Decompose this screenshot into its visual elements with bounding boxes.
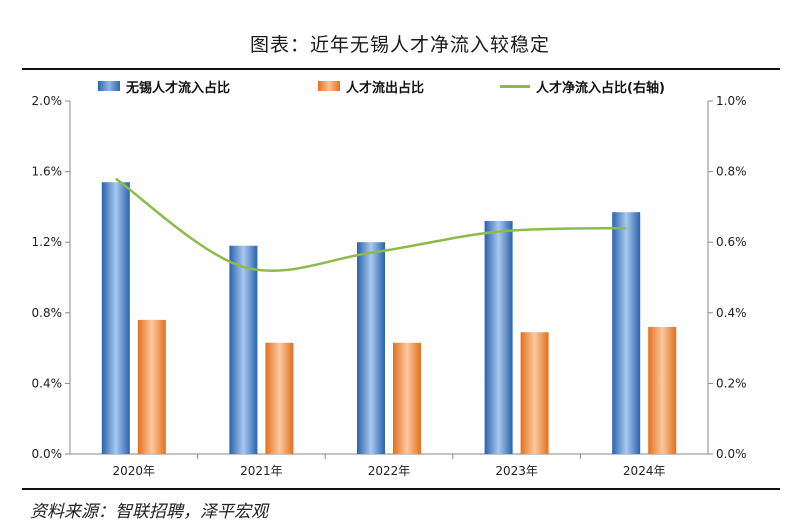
bar-inflow [101,182,130,454]
legend-inflow-swatch [98,81,120,91]
right-tick-label: 1.0% [716,94,747,108]
legend-inflow: 无锡人才流入占比 [98,75,230,97]
bar-outflow [648,326,677,454]
legend-net-label: 人才净流入占比(右轴) [536,80,665,96]
left-tick-label: 0.4% [32,376,63,390]
bar-inflow [357,242,385,454]
net-inflow-line [115,177,627,272]
bar-inflow [484,221,513,454]
bar-outflow [520,332,549,454]
axes [65,100,713,459]
bar-outflow [393,342,421,454]
x-tick-label: 2024年 [623,464,666,478]
legend-inflow-label: 无锡人才流入占比 [126,80,231,96]
right-tick-label: 0.2% [716,376,747,390]
legend-outflow: 人才流出占比 [318,75,424,97]
bottom-rule [22,488,780,490]
left-tick-label: 0.8% [32,306,63,320]
right-tick-label: 0.4% [716,306,747,320]
chart-title: 图表：近年无锡人才净流入较稳定 [249,34,550,56]
net-line-layer [115,177,627,272]
bar-inflow [612,212,641,454]
legend-net-line [500,84,530,88]
legend-net: 人才净流入占比(右轴) [500,75,665,97]
legend-outflow-swatch [318,81,340,91]
x-tick-label: 2022年 [368,464,411,478]
left-tick-label: 1.2% [32,235,63,249]
bar-outflow [137,319,166,454]
source-note: 资料来源：智联招聘，泽平宏观 [30,502,268,522]
x-tick-label: 2020年 [113,464,156,478]
x-tick-label: 2023年 [495,464,538,478]
right-tick-label: 0.8% [716,165,747,179]
left-tick-label: 1.6% [32,165,63,179]
x-tick-label: 2021年 [240,464,283,478]
right-tick-label: 0.0% [716,447,747,461]
tick-labels: 0.0% 0.4% 0.8% 1.2% 1.6% 2.0% 0.0% 0.2% 0.4% 0.6%… [32,94,747,478]
bar-outflow [265,342,294,454]
left-tick-label: 0.0% [32,447,63,461]
bars [101,182,677,454]
right-tick-label: 0.6% [716,235,747,249]
top-rule [22,68,780,70]
bar-inflow [229,245,258,454]
legend-outflow-label: 人才流出占比 [346,80,425,96]
left-tick-label: 2.0% [32,94,63,108]
